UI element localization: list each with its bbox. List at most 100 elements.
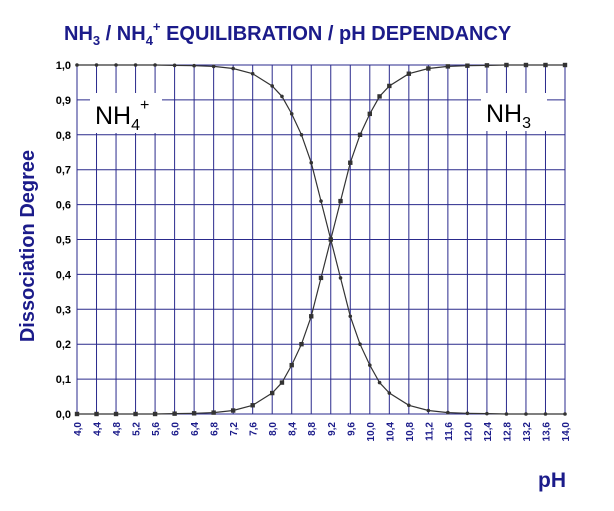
x-tick-label: 12,8 <box>502 422 513 442</box>
data-point-nh3 <box>318 275 324 281</box>
data-point-nh3 <box>367 111 372 117</box>
data-point-nh4 <box>524 412 528 416</box>
y-tick-label: 0,7 <box>56 165 71 177</box>
x-axis-label: pH <box>538 469 566 492</box>
data-point-nh3 <box>191 411 197 416</box>
x-tick-label: 6,8 <box>210 422 221 436</box>
data-point-nh3 <box>94 411 99 417</box>
x-tick-labels: 4,0 4,4 4,8 5,2 5,6 6,0 6,4 6,8 7,2 7,6 8,0 8,4 8,8 9… <box>73 422 572 442</box>
y-tick-label: 0,3 <box>56 304 71 316</box>
data-point-nh4 <box>348 314 353 319</box>
y-tick-label: 0,5 <box>56 235 71 247</box>
x-tick-label: 8,8 <box>307 422 318 436</box>
data-point-nh3 <box>289 362 294 368</box>
x-tick-label: 4,0 <box>73 422 84 436</box>
data-point-nh4 <box>485 411 489 416</box>
y-tick-label: 1,0 <box>56 60 71 72</box>
y-tick-label: 0,8 <box>56 130 71 142</box>
data-point-nh3 <box>357 132 363 137</box>
data-point-nh3 <box>299 342 304 347</box>
data-point-nh3 <box>74 411 80 417</box>
data-point-nh4 <box>319 199 323 203</box>
data-point-nh3 <box>211 410 216 415</box>
data-point-nh3 <box>562 62 568 68</box>
data-point-nh4 <box>338 276 343 280</box>
chart-title: NH3 / NH4+ EQUILIBRATION / pH DEPENDANCY <box>64 19 512 48</box>
data-point-nh4 <box>426 408 431 413</box>
data-point-nh3 <box>504 62 509 68</box>
data-point-nh3 <box>445 64 451 69</box>
x-tick-label: 14,0 <box>561 422 572 442</box>
x-tick-label: 5,6 <box>151 422 162 436</box>
nh3-label-background <box>481 93 547 131</box>
data-point-nh4 <box>211 64 216 69</box>
data-point-nh3 <box>543 62 548 68</box>
data-point-nh4 <box>299 133 304 137</box>
data-point-nh4 <box>446 410 450 415</box>
data-point-nh3 <box>406 71 412 76</box>
x-tick-label: 8,0 <box>268 422 279 436</box>
x-tick-label: 8,4 <box>288 422 299 436</box>
data-point-nh3 <box>279 380 285 385</box>
x-tick-label: 9,2 <box>327 422 338 436</box>
nh4-label-text: NH4+ <box>95 97 149 134</box>
series-line-nh3 <box>77 64 565 415</box>
data-point-nh3 <box>152 411 158 417</box>
data-point-nh3 <box>387 83 392 89</box>
data-point-nh4 <box>407 403 411 408</box>
x-tick-label: 7,6 <box>249 422 260 436</box>
data-point-nh4 <box>153 63 157 67</box>
data-point-nh3 <box>133 411 138 417</box>
data-point-nh4 <box>270 84 275 88</box>
y-tick-label: 0,1 <box>56 374 71 386</box>
data-point-nh4 <box>250 71 255 76</box>
series-points <box>74 62 568 417</box>
x-tick-label: 13,6 <box>541 422 552 442</box>
data-point-nh4 <box>368 363 372 367</box>
y-tick-label: 0,2 <box>56 339 71 351</box>
data-point-nh4 <box>543 412 548 416</box>
nh4-label: NH4+ <box>90 93 162 134</box>
data-point-nh3 <box>426 66 431 71</box>
x-tick-label: 10,4 <box>385 422 396 442</box>
data-point-nh4 <box>465 411 470 416</box>
data-point-nh3 <box>338 198 343 204</box>
x-tick-label: 4,4 <box>93 422 104 436</box>
x-tick-label: 11,2 <box>424 422 435 441</box>
data-point-nh3 <box>348 160 353 165</box>
x-tick-label: 12,4 <box>483 422 494 442</box>
x-tick-label: 6,4 <box>190 422 201 436</box>
data-point-nh3 <box>270 390 275 396</box>
data-point-nh4 <box>94 63 99 67</box>
data-point-nh4 <box>358 342 362 347</box>
y-tick-label: 0,4 <box>56 269 72 281</box>
data-point-nh4 <box>377 380 382 385</box>
x-tick-label: 12,0 <box>463 422 474 442</box>
series-lines <box>77 64 565 415</box>
x-tick-label: 10,0 <box>366 422 377 442</box>
y-tick-labels: 0,0 0,1 0,2 0,3 0,4 0,5 0,6 0,7 0,8 0,9 1,0 <box>56 60 72 421</box>
data-point-nh4 <box>387 391 392 395</box>
y-tick-label: 0,0 <box>56 409 71 421</box>
y-tick-label: 0,9 <box>56 95 71 107</box>
data-point-nh4 <box>75 63 79 67</box>
data-point-nh3 <box>250 403 255 408</box>
data-point-nh3 <box>465 63 470 68</box>
x-tick-label: 11,6 <box>444 422 455 441</box>
data-point-nh3 <box>484 63 490 68</box>
nh3-label-text: NH3 <box>486 100 531 132</box>
data-point-nh4 <box>309 160 314 165</box>
y-axis-label: Dissociation Degree <box>17 150 39 342</box>
data-point-nh4 <box>192 63 196 68</box>
data-point-nh4 <box>504 412 509 416</box>
data-point-nh3 <box>230 408 236 413</box>
data-point-nh3 <box>523 62 529 68</box>
data-point-nh3 <box>328 237 333 242</box>
data-point-nh4 <box>172 63 177 68</box>
data-point-nh3 <box>113 411 119 417</box>
x-tick-label: 10,8 <box>405 422 416 442</box>
data-point-nh3 <box>309 314 314 319</box>
data-point-nh4 <box>280 94 284 99</box>
data-point-nh4 <box>231 66 235 71</box>
x-tick-label: 5,2 <box>132 422 143 436</box>
